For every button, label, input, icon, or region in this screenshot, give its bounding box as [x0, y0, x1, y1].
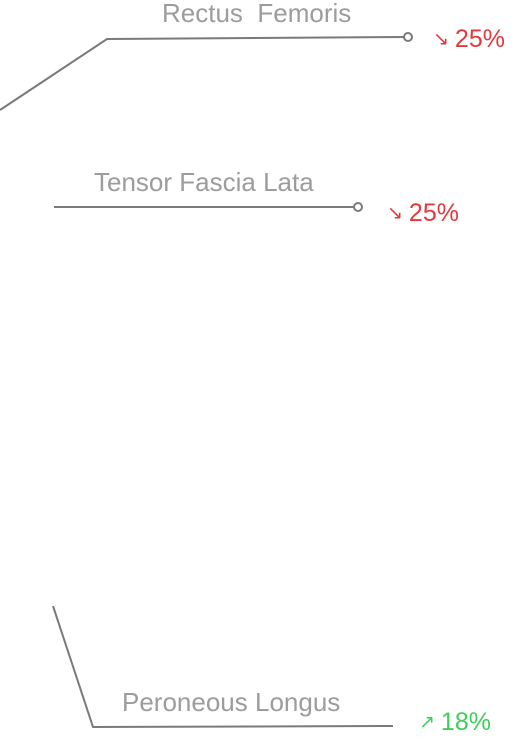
rectus-femoris-change: ↘ 25% — [433, 27, 505, 52]
tensor-fascia-lata-leader-endpoint — [353, 202, 363, 212]
arrow-down-right-icon: ↘ — [433, 29, 449, 50]
rectus-femoris-change-value: 25% — [454, 25, 505, 53]
peroneous-longus-leader-line — [52, 605, 394, 729]
tensor-fascia-lata-change: ↘ 25% — [387, 201, 459, 226]
peroneous-longus-change-value: 18% — [440, 708, 491, 736]
rectus-femoris-label: Rectus Femoris — [162, 0, 352, 28]
tensor-fascia-lata-change-value: 25% — [408, 199, 459, 227]
arrow-down-right-icon: ↘ — [387, 203, 403, 224]
peroneous-longus-change: ↗ 18% — [419, 710, 491, 735]
tensor-fascia-lata-label: Tensor Fascia Lata — [94, 167, 314, 197]
arrow-up-right-icon: ↗ — [419, 712, 435, 733]
peroneous-longus-label: Peroneous Longus — [122, 687, 341, 717]
rectus-femoris-leader-line — [0, 36, 409, 111]
rectus-femoris-leader-endpoint — [403, 32, 413, 42]
